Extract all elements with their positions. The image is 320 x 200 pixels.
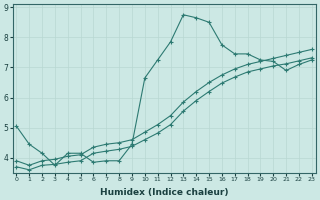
- X-axis label: Humidex (Indice chaleur): Humidex (Indice chaleur): [100, 188, 228, 197]
